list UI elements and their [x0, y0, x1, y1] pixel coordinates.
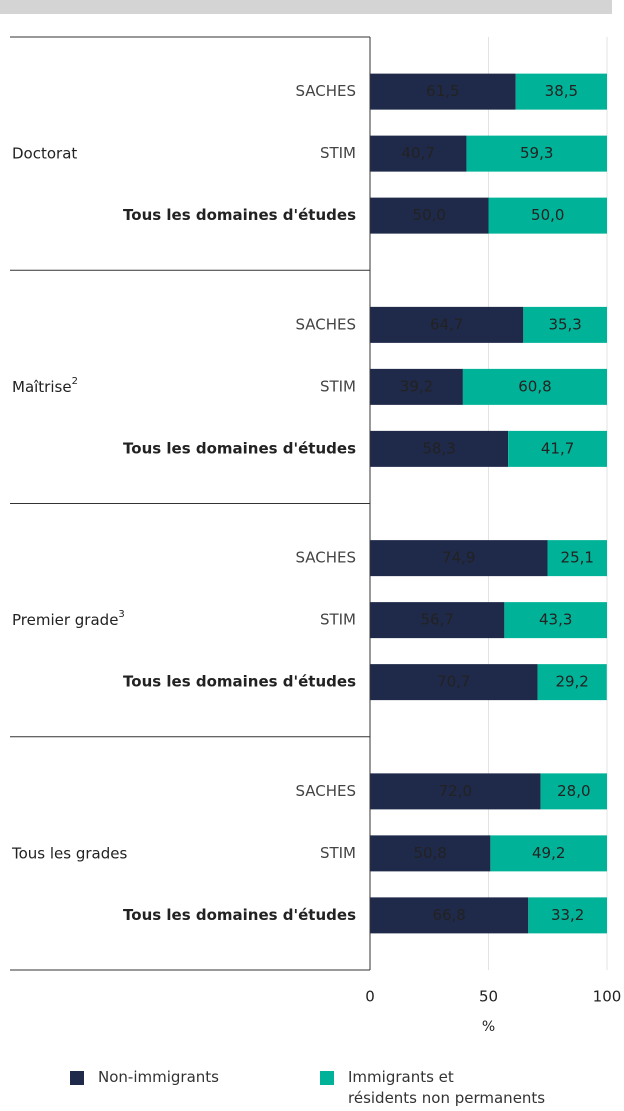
- top-band: [0, 0, 612, 14]
- bar-segment: [515, 73, 607, 110]
- value-label: 60,8: [518, 377, 551, 395]
- chart: 0 50 100% Doctorat SACHES 61,5 38,5 STIM 40,7 59,…: [0, 0, 622, 1035]
- group-label: Doctorat: [12, 144, 77, 162]
- value-label: 56,7: [420, 611, 453, 629]
- bar-segment: [540, 773, 607, 810]
- value-label: 70,7: [437, 673, 470, 691]
- value-label: 43,3: [539, 611, 572, 629]
- value-label: 66,8: [432, 906, 465, 924]
- bar-segment: [370, 664, 538, 701]
- legend-label: Immigrants et résidents non permanents: [348, 1068, 546, 1107]
- value-label: 64,7: [430, 315, 463, 333]
- footnote-mark: 2: [72, 376, 78, 387]
- bar-segment: [370, 897, 529, 934]
- value-label: 59,3: [520, 144, 553, 162]
- legend-swatch: [320, 1071, 334, 1085]
- value-label: 50,8: [413, 844, 446, 862]
- x-axis-label: %: [482, 1019, 495, 1035]
- x-tick-label: 50: [479, 988, 498, 1006]
- value-label: 58,3: [422, 439, 455, 457]
- group-label: Premier grade3: [12, 609, 125, 629]
- bar-segment: [370, 430, 509, 467]
- value-label: 33,2: [551, 906, 584, 924]
- group-label-text: Doctorat: [12, 144, 77, 162]
- bar-segment: [537, 664, 607, 701]
- value-label: 74,9: [442, 549, 475, 567]
- group-label: Tous les grades: [11, 844, 127, 862]
- value-label: 72,0: [439, 782, 472, 800]
- bar-segment: [547, 540, 607, 577]
- bar-segment: [462, 368, 607, 405]
- bar-segment: [370, 368, 463, 405]
- legend-swatch: [70, 1071, 84, 1085]
- bar-segment: [370, 197, 489, 234]
- bar-segment: [488, 197, 607, 234]
- category-label: Tous les domaines d'études: [123, 673, 356, 691]
- value-label: 38,5: [545, 82, 578, 100]
- bar-segment: [370, 773, 541, 810]
- category-label: SACHES: [295, 782, 356, 800]
- category-label: SACHES: [295, 549, 356, 567]
- category-label: Tous les domaines d'études: [123, 439, 356, 457]
- bar-segment: [504, 602, 607, 639]
- group-label: Maîtrise2: [12, 376, 78, 396]
- value-label: 29,2: [555, 673, 588, 691]
- category-label: STIM: [320, 844, 356, 862]
- category-label: STIM: [320, 377, 356, 395]
- value-label: 40,7: [402, 144, 435, 162]
- bar-segment: [370, 135, 467, 172]
- category-label: STIM: [320, 611, 356, 629]
- group-label-text: Premier grade: [12, 611, 118, 629]
- bar-segment: [466, 135, 607, 172]
- value-label: 61,5: [426, 82, 459, 100]
- value-label: 39,2: [400, 377, 433, 395]
- x-tick-label: 0: [365, 988, 375, 1006]
- value-label: 25,1: [561, 549, 594, 567]
- value-label: 35,3: [548, 315, 581, 333]
- category-label: SACHES: [295, 82, 356, 100]
- bar-segment: [370, 306, 524, 343]
- footnote-mark: 3: [118, 609, 124, 620]
- value-label: 50,0: [531, 206, 564, 224]
- legend-label: Non-immigrants: [98, 1068, 219, 1086]
- group-label-text: Tous les grades: [11, 844, 127, 862]
- bar-segment: [523, 306, 607, 343]
- category-label: Tous les domaines d'études: [123, 206, 356, 224]
- bar-segment: [508, 430, 607, 467]
- value-label: 28,0: [557, 782, 590, 800]
- bar-segment: [370, 73, 516, 110]
- x-tick-label: 100: [593, 988, 622, 1006]
- category-label: STIM: [320, 144, 356, 162]
- category-label: Tous les domaines d'études: [123, 906, 356, 924]
- bar-segment: [370, 835, 491, 872]
- bar-segment: [490, 835, 607, 872]
- value-label: 50,0: [413, 206, 446, 224]
- bar-segment: [528, 897, 607, 934]
- bar-segment: [370, 602, 505, 639]
- value-label: 41,7: [541, 439, 574, 457]
- category-label: SACHES: [295, 315, 356, 333]
- value-label: 49,2: [532, 844, 565, 862]
- group-label-text: Maîtrise: [12, 377, 72, 395]
- bar-segment: [370, 540, 548, 577]
